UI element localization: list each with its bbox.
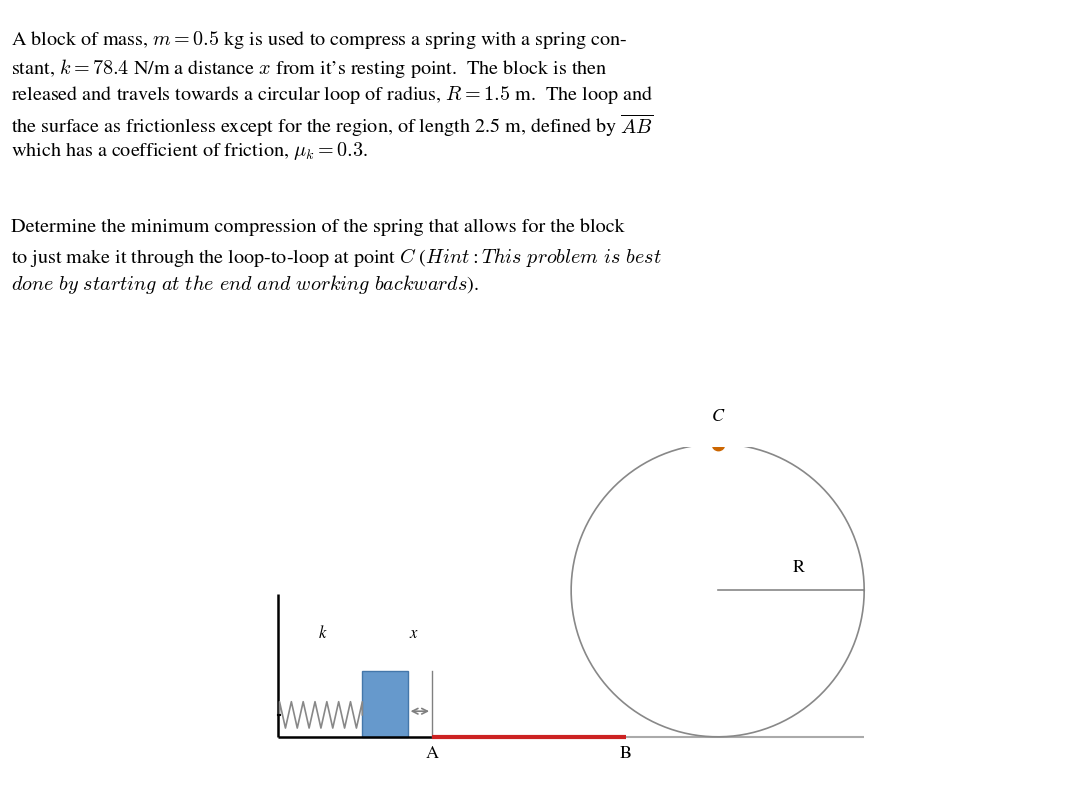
Text: which has a coefficient of friction, $\mu_k = 0.3$.: which has a coefficient of friction, $\m… [11, 140, 368, 162]
Text: $\mathit{done\ by\ starting\ at\ the\ end\ and\ working\ backwards}$).: $\mathit{done\ by\ starting\ at\ the\ en… [11, 273, 479, 297]
Text: k: k [319, 625, 326, 641]
Bar [362, 671, 407, 737]
Text: stant, $k = 78.4$ N/m a distance $x$ from it’s resting point.  The block is then: stant, $k = 78.4$ N/m a distance $x$ fro… [11, 57, 607, 80]
Text: released and travels towards a circular loop of radius, $R = 1.5$ m.  The loop a: released and travels towards a circular … [11, 85, 653, 107]
Text: to just make it through the loop-to-loop at point $C$ ($\mathit{Hint: This\ prob: to just make it through the loop-to-loop… [11, 246, 662, 268]
Text: A: A [425, 747, 438, 762]
Text: the surface as frictionless except for the region, of length 2.5 m, defined by $: the surface as frictionless except for t… [11, 112, 653, 139]
Text: A block of mass, $m = 0.5$ kg is used to compress a spring with a spring con-: A block of mass, $m = 0.5$ kg is used to… [11, 29, 626, 51]
Text: B: B [620, 747, 632, 762]
Point [709, 437, 726, 450]
Text: R: R [792, 560, 804, 575]
Text: C: C [712, 409, 724, 425]
Text: Determine the minimum compression of the spring that allows for the block: Determine the minimum compression of the… [11, 218, 624, 236]
Text: x: x [409, 625, 417, 641]
